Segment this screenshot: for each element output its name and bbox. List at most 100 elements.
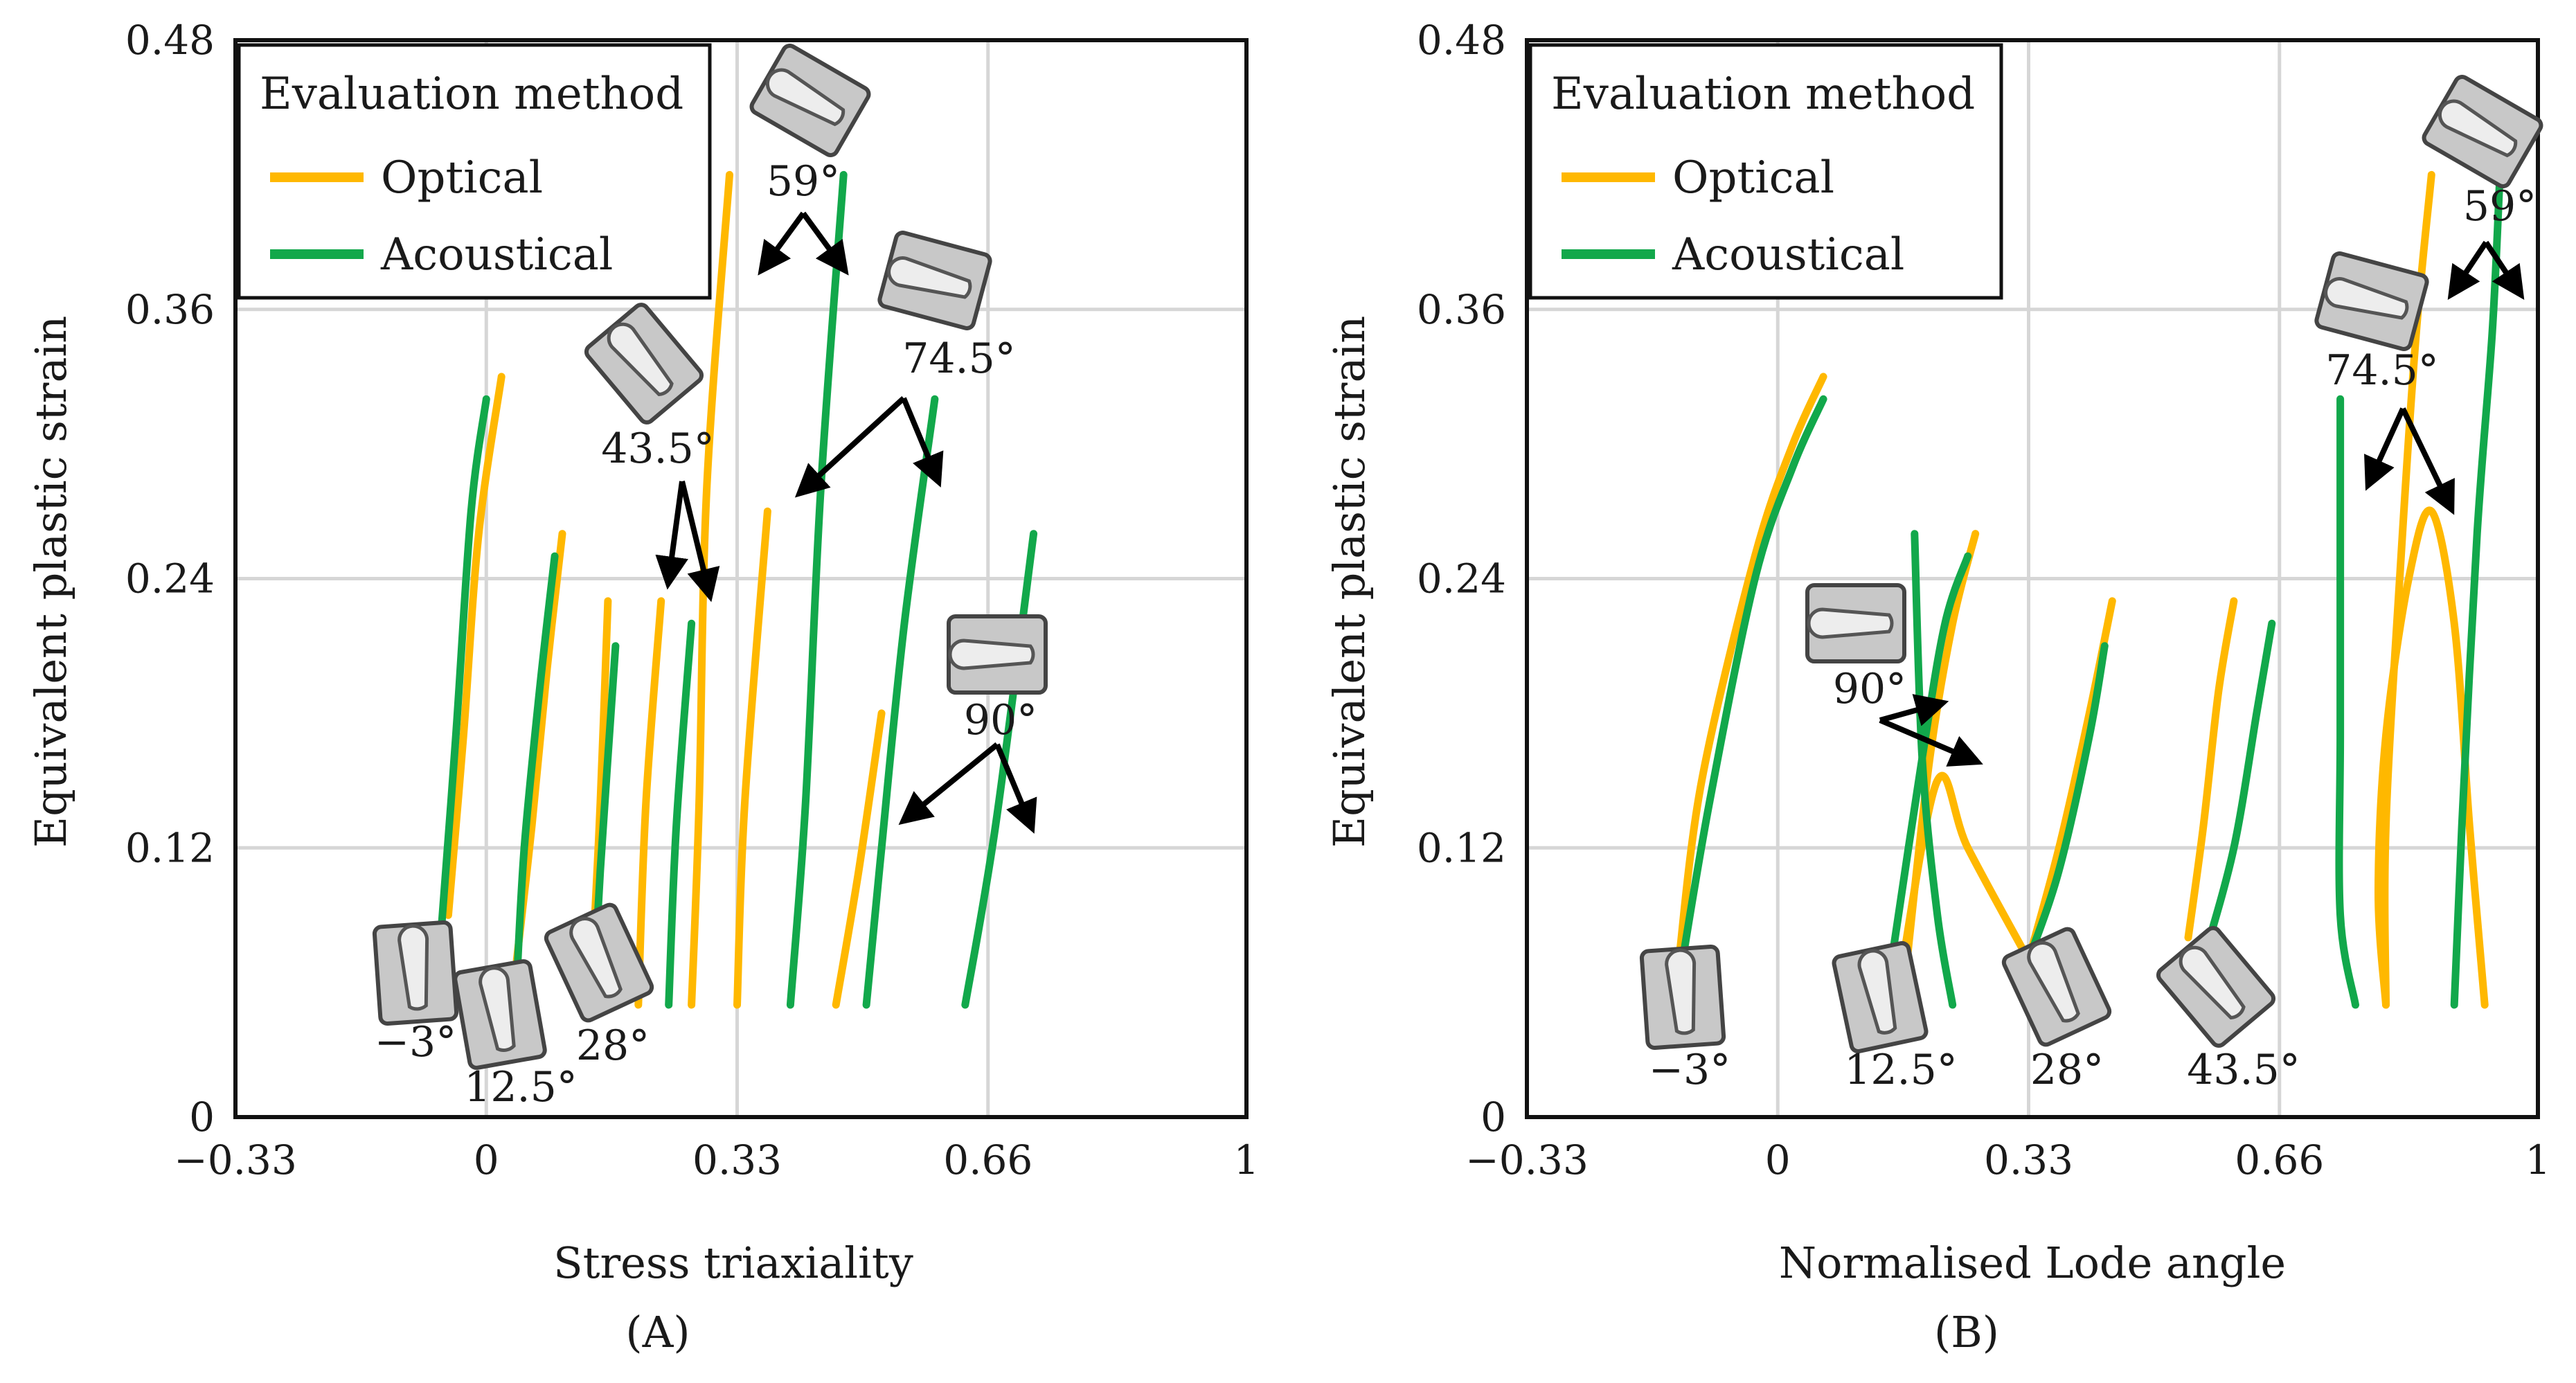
x-tick-label-b: 0.33 <box>1984 1136 2073 1184</box>
x-tick-label-a: −0.33 <box>174 1136 297 1184</box>
specimens-a <box>372 44 1048 1070</box>
arrow-74-5-b-right <box>2400 407 2455 515</box>
specimen-icon-43-5-b <box>2156 926 2276 1048</box>
x-axis-label-a: Stress triaxiality <box>553 1238 913 1288</box>
y-tick-label-a: 0.48 <box>125 17 215 64</box>
series-line-acoustical-90-a <box>961 530 1038 1009</box>
annotation-labels-b: −3° 12.5° 28° 43.5° 59° 74.5° 90° <box>1649 182 2537 1094</box>
series-line-optical-43-5-b <box>2184 597 2238 942</box>
x-axis-label-b: Normalised Lode angle <box>1779 1238 2286 1288</box>
y-tick-label-b: 0.36 <box>1417 286 1506 333</box>
y-axis-label-a: Equivalent plastic strain <box>26 316 76 848</box>
annotation-43-5-b: 43.5° <box>2187 1046 2300 1094</box>
series-line-optical-43-5-a <box>634 597 665 1009</box>
specimen-icon-neg3-b <box>1639 945 1726 1050</box>
arrows-a <box>655 211 1037 834</box>
arrow-59-a-left <box>758 211 806 276</box>
specimen-icon-28-b <box>2001 927 2112 1047</box>
y-axis-label-b: Equivalent plastic strain <box>1324 316 1375 848</box>
legend-title-a: Evaluation method <box>260 69 683 120</box>
specimen-icon-neg3-a <box>372 920 459 1026</box>
x-tick-label-b: −0.33 <box>1465 1136 1589 1184</box>
annotation-12-5-b: 12.5° <box>1844 1046 1958 1094</box>
legend-entry-optical-b: Optical <box>1672 152 1834 204</box>
specimen-icon-90-b <box>1805 583 1906 663</box>
legend-entry-acoustical-a: Acoustical <box>380 229 613 280</box>
series-line-acoustical-74-5-a <box>862 395 939 1009</box>
specimen-icon-59-a <box>749 44 871 157</box>
arrow-90-b-down <box>1879 717 1983 767</box>
legend-title-b: Evaluation method <box>1551 69 1975 120</box>
arrow-90-a-right <box>994 743 1037 834</box>
arrow-59-b-right <box>2483 240 2525 300</box>
annotation-90-a: 90° <box>964 696 1037 744</box>
y-tick-label-a: 0.24 <box>125 555 215 603</box>
arrow-43-5-a-left <box>655 481 688 590</box>
arrows-b <box>1879 240 2525 767</box>
x-tick-label-b: 0 <box>1765 1136 1791 1184</box>
y-tick-label-a: 0.12 <box>125 824 215 871</box>
specimen-icon-43-5-a <box>584 303 704 425</box>
annotation-74-5-a: 74.5° <box>902 334 1016 383</box>
legend-entry-optical-a: Optical <box>381 152 543 204</box>
y-tick-label-a: 0 <box>189 1094 215 1141</box>
series-line-acoustical-28-b <box>2025 642 2109 964</box>
legend-b: Evaluation method Optical Acoustical <box>1528 43 2003 300</box>
specimens-b <box>1639 75 2543 1054</box>
arrow-59-a-right <box>800 211 849 276</box>
series-line-acoustical-43-5-b <box>2199 619 2276 964</box>
series-line-acoustical-59-a <box>786 170 848 1009</box>
annotation-neg3-b: −3° <box>1649 1046 1730 1094</box>
series-line-optical-59-a <box>688 170 733 1009</box>
x-tick-label-b: 0.66 <box>2235 1136 2324 1184</box>
specimen-icon-74-5-a <box>877 231 992 330</box>
legend-a: Evaluation method Optical Acoustical <box>237 43 712 300</box>
series-line-acoustical-neg3-a <box>436 395 490 942</box>
x-tick-label-b: 1 <box>2525 1136 2551 1184</box>
grid-a <box>235 40 1246 1117</box>
series-line-acoustical-43-5-a <box>665 619 696 1009</box>
y-tick-label-b: 0.48 <box>1417 17 1506 64</box>
specimen-icon-90-a <box>947 614 1048 695</box>
specimen-icon-59-b <box>2422 75 2543 188</box>
annotation-59-a: 59° <box>767 157 840 206</box>
arrow-59-b-left <box>2447 240 2489 300</box>
panel-b: −0.33 0 0.33 0.66 100.120.240.360.48 Normali… <box>1324 17 2550 1357</box>
specimen-icon-74-5-b <box>2314 251 2429 351</box>
y-tick-label-b: 0.24 <box>1417 555 1506 603</box>
annotation-12-5-a: 12.5° <box>464 1063 578 1112</box>
arrow-90-b-up <box>1879 694 1949 726</box>
y-tick-label-b: 0 <box>1481 1094 1506 1141</box>
y-tick-label-a: 0.36 <box>125 286 215 333</box>
plot-frame-a <box>233 38 1249 1119</box>
series-line-optical-74-5-b <box>2374 506 2489 1009</box>
x-tick-label-a: 0 <box>474 1136 499 1184</box>
series-line-optical-74-5-a <box>733 507 771 1009</box>
x-tick-label-a: 0.33 <box>692 1136 782 1184</box>
panel-label-a: (A) <box>625 1307 690 1357</box>
ticks-a: −0.33 0 0.33 0.66 100.120.240.360.48 <box>125 17 1260 1184</box>
arrow-74-5-a-right <box>901 397 944 488</box>
legend-entry-acoustical-b: Acoustical <box>1672 229 1904 280</box>
arrow-74-5-a-left <box>794 396 906 498</box>
annotation-43-5-a: 43.5° <box>601 425 715 473</box>
annotation-neg3-a: −3° <box>375 1018 456 1067</box>
series-line-acoustical-90-b <box>1911 530 1957 1009</box>
annotation-28-a: 28° <box>576 1021 650 1070</box>
series-line-optical-neg3-b <box>1675 373 1827 964</box>
plot-frame-b <box>1525 38 2540 1119</box>
annotation-labels-a: −3° 12.5° 28° 43.5° 59° 74.5° 90° <box>375 157 1037 1112</box>
y-tick-label-b: 0.12 <box>1417 824 1506 871</box>
arrow-90-a-left <box>898 742 999 826</box>
specimen-icon-12-5-a <box>453 959 547 1070</box>
series-line-optical-90-b <box>1895 771 2032 987</box>
x-tick-label-a: 1 <box>1234 1136 1260 1184</box>
specimen-icon-28-a <box>544 902 654 1023</box>
annotation-90-b: 90° <box>1833 665 1906 713</box>
series-line-acoustical-neg3-b <box>1675 395 1827 987</box>
x-tick-label-a: 0.66 <box>943 1136 1032 1184</box>
annotation-74-5-b: 74.5° <box>2325 346 2439 395</box>
series-line-optical-neg3-a <box>444 373 506 919</box>
panel-label-b: (B) <box>1934 1307 1999 1357</box>
